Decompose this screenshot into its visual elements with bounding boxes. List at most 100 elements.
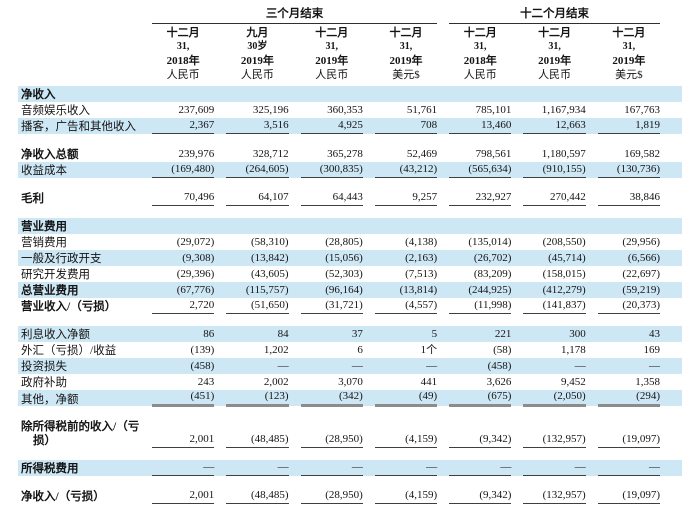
column-header-line: 十二月 — [538, 27, 572, 39]
cell-value: (4,159) — [374, 489, 438, 504]
cell-value: — — [449, 461, 512, 476]
cell-value: (451) — [152, 390, 215, 407]
row-label: 总营业费用 — [21, 285, 79, 297]
cell-value: 237,609 — [178, 104, 215, 116]
cell-value — [449, 101, 511, 102]
cell-value: 360,353 — [327, 104, 363, 116]
cell-value: (29,956) — [622, 236, 660, 248]
table-row: 政府补助 243 2,002 3,070 441 3,626 9,452 1,358 — [18, 374, 682, 390]
cell-value: (26,702) — [473, 252, 512, 264]
cell-value: 1,180,597 — [541, 148, 586, 160]
cell-value: 169 — [643, 344, 660, 356]
cell-value: (15,056) — [325, 252, 363, 264]
cell-value: 1,167,934 — [541, 104, 586, 116]
cell-value: (458) — [487, 360, 512, 372]
cell-value: (28,950) — [300, 433, 363, 448]
cell-value: (264,605) — [226, 163, 289, 178]
cell-value: (13,842) — [250, 252, 289, 264]
table-row: 除所得税前的收入/（亏 损） 2,001 (48,485) (28,950) (4,159… — [18, 418, 682, 448]
cell-value — [523, 101, 585, 102]
cell-value — [301, 233, 363, 234]
cell-value: (169,480) — [152, 163, 215, 178]
column-header: 十二月 31, 2019年 人民币 — [523, 26, 585, 82]
financial-statements-table: 三个月结束 十二个月结束 十二月 31, 2018年 人民币 九月 30岁 2019年 人民币… — [18, 4, 682, 504]
cell-value: (51,650) — [226, 299, 289, 314]
cell-value: — — [152, 461, 215, 476]
column-header: 十二月 31, 2018年 人民币 — [449, 26, 511, 82]
table-row: 净收入/（亏损） 2,001 (48,485) (28,950) (4,159) (9,3… — [18, 488, 682, 504]
cell-value: (59,219) — [622, 284, 660, 296]
cell-value: (43,605) — [250, 268, 289, 280]
column-header-line: 2018年 — [463, 55, 497, 67]
cell-value: — — [426, 360, 438, 372]
row-label: 营业收入/（亏损） — [21, 301, 117, 313]
cell-value — [449, 233, 511, 234]
row-label: 投资损失 — [21, 361, 67, 373]
column-header-line: 2018年 — [166, 55, 200, 67]
cell-value: (130,736) — [597, 163, 660, 178]
cell-value: (4,138) — [405, 236, 438, 248]
cell-value — [226, 233, 288, 234]
cell-value: 1,819 — [597, 119, 660, 134]
cell-value: (7,513) — [405, 268, 438, 280]
column-header-line: 31, — [548, 41, 561, 52]
column-header-line: 人民币 — [166, 69, 200, 81]
column-header-line: 2019年 — [612, 55, 646, 67]
table-row: 播客，广告和其他收入 2,367 3,516 4,925 708 13,460 12,663… — [18, 118, 682, 134]
cell-value: (48,485) — [226, 433, 289, 448]
cell-value: (675) — [449, 390, 512, 407]
cell-value: 232,927 — [449, 191, 512, 206]
column-header: 九月 30岁 2019年 人民币 — [226, 26, 288, 82]
cell-value: (141,837) — [523, 299, 586, 314]
table-row: 净收入总额 239,976 328,712 365,278 52,469 798,561 1… — [18, 146, 682, 162]
row-label: 净收入 — [21, 89, 56, 101]
cell-value: 221 — [494, 328, 512, 340]
group-header-twelve-months: 十二个月结束 — [449, 8, 660, 24]
cell-value — [152, 101, 214, 102]
table-row: 营销费用 (29,072) (58,310) (28,805) (4,138) (135,… — [18, 234, 682, 250]
cell-value: (565,634) — [449, 163, 512, 178]
row-label: 营销费用 — [21, 237, 67, 249]
cell-value: 1,202 — [263, 344, 289, 356]
column-header-line: 31, — [325, 41, 338, 52]
spacer-row — [18, 206, 682, 218]
cell-value: 1,178 — [560, 344, 586, 356]
cell-value — [598, 233, 660, 234]
cell-value: 12,663 — [523, 119, 586, 134]
cell-value: (208,550) — [542, 236, 586, 248]
spacer-row — [18, 134, 682, 146]
cell-value: 51,761 — [406, 104, 438, 116]
table-row: 音频娱乐收入 237,609 325,196 360,353 51,761 785,101… — [18, 102, 682, 118]
row-label: 利息收入净额 — [21, 329, 90, 341]
cell-value: 5 — [431, 328, 438, 340]
cell-value: (52,303) — [325, 268, 363, 280]
column-header-line: 人民币 — [538, 69, 572, 81]
cell-value: 785,101 — [475, 104, 512, 116]
cell-value: (300,835) — [300, 163, 363, 178]
cell-value: (11,998) — [449, 299, 512, 314]
cell-value: (2,050) — [523, 390, 586, 407]
cell-value: (45,714) — [548, 252, 586, 264]
cell-value: (412,279) — [542, 284, 586, 296]
table-row: 所得税费用 — — — — — — — — [18, 460, 682, 476]
cell-value: — — [226, 461, 289, 476]
cell-value — [301, 101, 363, 102]
cell-value — [152, 233, 214, 234]
cell-value: 2,720 — [152, 299, 215, 314]
cell-value: 708 — [374, 119, 438, 134]
row-label: 收益成本 — [21, 165, 67, 177]
cell-value: (19,097) — [597, 489, 660, 504]
spacer-row — [18, 476, 682, 488]
cell-value: (244,925) — [468, 284, 512, 296]
row-label: 外汇（亏损）/收益 — [21, 345, 117, 357]
column-header: 十二月 31, 2019年 美元$ — [375, 26, 437, 82]
cell-value: (43,212) — [374, 163, 438, 178]
cell-value: — — [300, 461, 363, 476]
cell-value: (132,957) — [523, 433, 586, 448]
column-header-line: 2019年 — [315, 55, 349, 67]
cell-value: (49) — [374, 390, 438, 407]
cell-value: 1个 — [420, 344, 438, 356]
cell-value: 43 — [648, 328, 660, 340]
cell-value: (13,814) — [399, 284, 438, 296]
cell-value: — — [374, 461, 438, 476]
